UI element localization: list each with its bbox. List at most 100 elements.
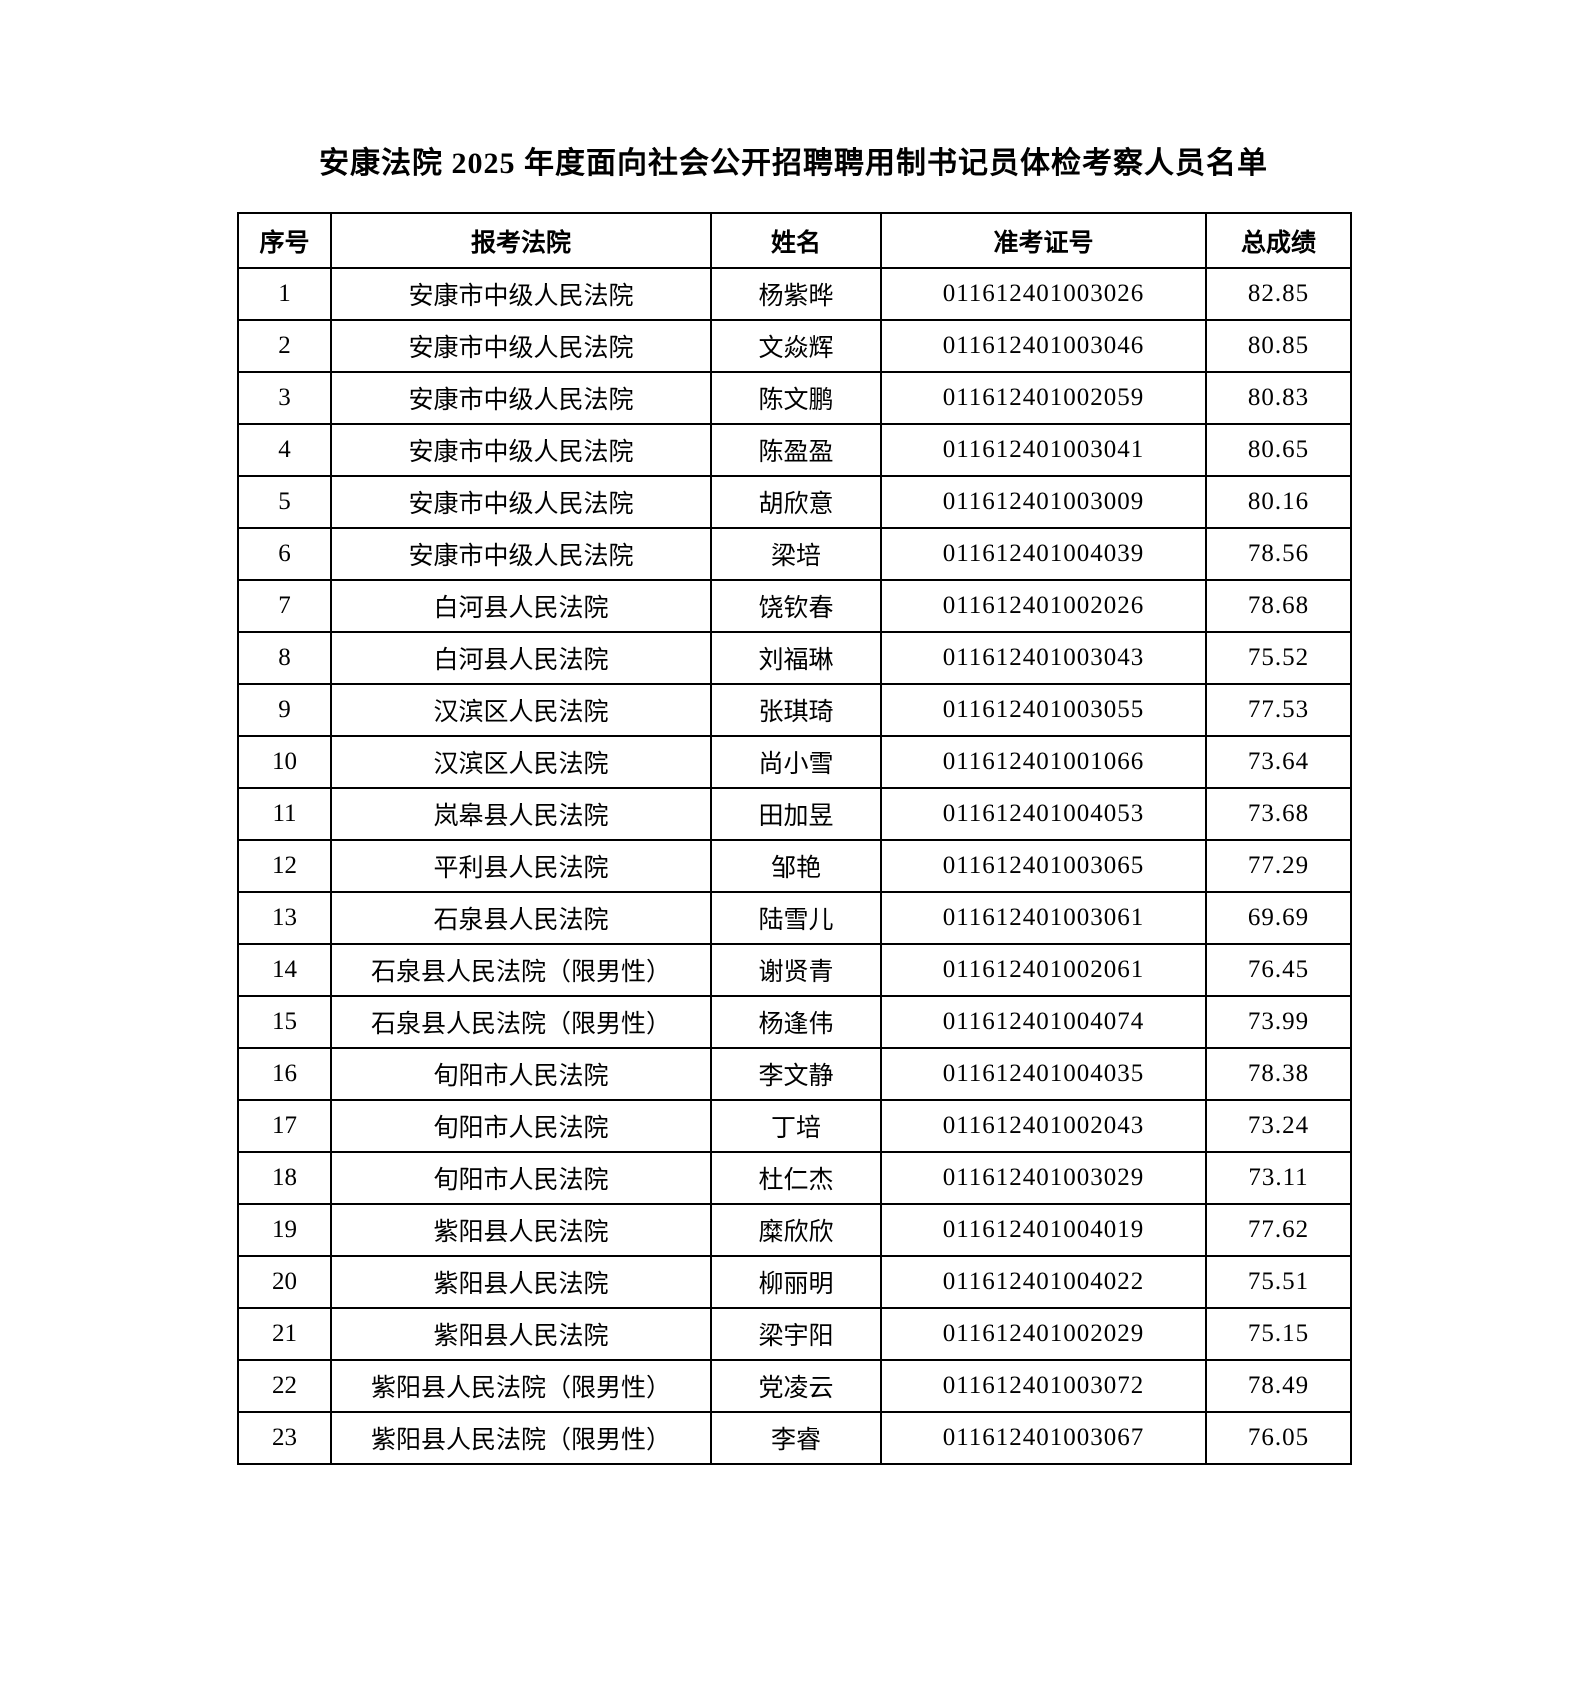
table-row: 4 安康市中级人民法院 陈盈盈 011612401003041 80.65 [237, 423, 1352, 477]
table-row: 11 岚皋县人民法院 田加昱 011612401004053 73.68 [237, 787, 1352, 841]
cell-no: 19 [237, 1203, 332, 1257]
cell-court: 安康市中级人民法院 [330, 527, 712, 581]
header-serial-number: 序号 [237, 212, 332, 269]
cell-court: 紫阳县人民法院 [330, 1203, 712, 1257]
cell-ticket: 011612401002061 [880, 943, 1207, 997]
cell-ticket: 011612401003009 [880, 475, 1207, 529]
cell-no: 16 [237, 1047, 332, 1101]
cell-no: 1 [237, 267, 332, 321]
header-row: 序号 报考法院 姓名 准考证号 总成绩 [237, 212, 1352, 269]
cell-no: 9 [237, 683, 332, 737]
table-row: 12 平利县人民法院 邹艳 011612401003065 77.29 [237, 839, 1352, 893]
cell-no: 5 [237, 475, 332, 529]
cell-name: 胡欣意 [710, 475, 882, 529]
cell-score: 73.24 [1205, 1099, 1352, 1153]
cell-court: 紫阳县人民法院 [330, 1255, 712, 1309]
cell-score: 73.11 [1205, 1151, 1352, 1205]
cell-no: 20 [237, 1255, 332, 1309]
cell-court: 石泉县人民法院 [330, 891, 712, 945]
table-row: 5 安康市中级人民法院 胡欣意 011612401003009 80.16 [237, 475, 1352, 529]
cell-name: 梁培 [710, 527, 882, 581]
cell-score: 77.29 [1205, 839, 1352, 893]
cell-ticket: 011612401004019 [880, 1203, 1207, 1257]
cell-court: 石泉县人民法院（限男性） [330, 995, 712, 1049]
cell-court: 汉滨区人民法院 [330, 735, 712, 789]
header-name: 姓名 [710, 212, 882, 269]
cell-court: 白河县人民法院 [330, 579, 712, 633]
cell-name: 糜欣欣 [710, 1203, 882, 1257]
cell-score: 80.83 [1205, 371, 1352, 425]
cell-score: 80.85 [1205, 319, 1352, 373]
cell-ticket: 011612401004039 [880, 527, 1207, 581]
cell-score: 80.65 [1205, 423, 1352, 477]
cell-no: 7 [237, 579, 332, 633]
cell-name: 杨逢伟 [710, 995, 882, 1049]
cell-court: 汉滨区人民法院 [330, 683, 712, 737]
cell-ticket: 011612401004053 [880, 787, 1207, 841]
cell-ticket: 011612401001066 [880, 735, 1207, 789]
roster-table-container: 序号 报考法院 姓名 准考证号 总成绩 1 安康市中级人民法院 杨紫晔 0116124… [237, 212, 1352, 1465]
cell-no: 2 [237, 319, 332, 373]
cell-no: 15 [237, 995, 332, 1049]
cell-ticket: 011612401003065 [880, 839, 1207, 893]
table-row: 10 汉滨区人民法院 尚小雪 011612401001066 73.64 [237, 735, 1352, 789]
cell-court: 安康市中级人民法院 [330, 319, 712, 373]
cell-ticket: 011612401003072 [880, 1359, 1207, 1413]
cell-ticket: 011612401002059 [880, 371, 1207, 425]
cell-ticket: 011612401003043 [880, 631, 1207, 685]
table-row: 17 旬阳市人民法院 丁培 011612401002043 73.24 [237, 1099, 1352, 1153]
cell-ticket: 011612401003041 [880, 423, 1207, 477]
cell-score: 73.64 [1205, 735, 1352, 789]
cell-ticket: 011612401003055 [880, 683, 1207, 737]
cell-ticket: 011612401003026 [880, 267, 1207, 321]
cell-ticket: 011612401003061 [880, 891, 1207, 945]
cell-score: 78.56 [1205, 527, 1352, 581]
cell-no: 6 [237, 527, 332, 581]
cell-score: 73.68 [1205, 787, 1352, 841]
cell-court: 石泉县人民法院（限男性） [330, 943, 712, 997]
cell-score: 73.99 [1205, 995, 1352, 1049]
cell-score: 78.38 [1205, 1047, 1352, 1101]
cell-no: 13 [237, 891, 332, 945]
cell-ticket: 011612401002029 [880, 1307, 1207, 1361]
cell-name: 饶钦春 [710, 579, 882, 633]
cell-name: 田加昱 [710, 787, 882, 841]
cell-ticket: 011612401003029 [880, 1151, 1207, 1205]
cell-no: 14 [237, 943, 332, 997]
cell-no: 8 [237, 631, 332, 685]
table-row: 2 安康市中级人民法院 文焱辉 011612401003046 80.85 [237, 319, 1352, 373]
cell-score: 77.62 [1205, 1203, 1352, 1257]
cell-ticket: 011612401002043 [880, 1099, 1207, 1153]
cell-name: 丁培 [710, 1099, 882, 1153]
cell-name: 杨紫晔 [710, 267, 882, 321]
table-row: 20 紫阳县人民法院 柳丽明 011612401004022 75.51 [237, 1255, 1352, 1309]
cell-ticket: 011612401004074 [880, 995, 1207, 1049]
cell-score: 75.15 [1205, 1307, 1352, 1361]
cell-court: 安康市中级人民法院 [330, 371, 712, 425]
cell-score: 75.52 [1205, 631, 1352, 685]
cell-ticket: 011612401004022 [880, 1255, 1207, 1309]
roster-table: 序号 报考法院 姓名 准考证号 总成绩 1 安康市中级人民法院 杨紫晔 0116124… [237, 212, 1352, 1465]
cell-score: 78.49 [1205, 1359, 1352, 1413]
cell-no: 10 [237, 735, 332, 789]
cell-score: 76.45 [1205, 943, 1352, 997]
cell-name: 邹艳 [710, 839, 882, 893]
cell-court: 安康市中级人民法院 [330, 423, 712, 477]
cell-name: 杜仁杰 [710, 1151, 882, 1205]
table-row: 9 汉滨区人民法院 张琪琦 011612401003055 77.53 [237, 683, 1352, 737]
cell-name: 陈盈盈 [710, 423, 882, 477]
table-row: 18 旬阳市人民法院 杜仁杰 011612401003029 73.11 [237, 1151, 1352, 1205]
cell-no: 12 [237, 839, 332, 893]
cell-score: 75.51 [1205, 1255, 1352, 1309]
cell-name: 尚小雪 [710, 735, 882, 789]
table-row: 23 紫阳县人民法院（限男性） 李睿 011612401003067 76.05 [237, 1411, 1352, 1465]
table-row: 22 紫阳县人民法院（限男性） 党凌云 011612401003072 78.49 [237, 1359, 1352, 1413]
table-row: 1 安康市中级人民法院 杨紫晔 011612401003026 82.85 [237, 267, 1352, 321]
table-body: 1 安康市中级人民法院 杨紫晔 011612401003026 82.85 2 安康市中级人… [237, 267, 1352, 1465]
cell-no: 18 [237, 1151, 332, 1205]
cell-score: 76.05 [1205, 1411, 1352, 1465]
cell-name: 陈文鹏 [710, 371, 882, 425]
cell-name: 陆雪儿 [710, 891, 882, 945]
header-ticket-number: 准考证号 [880, 212, 1207, 269]
cell-score: 80.16 [1205, 475, 1352, 529]
